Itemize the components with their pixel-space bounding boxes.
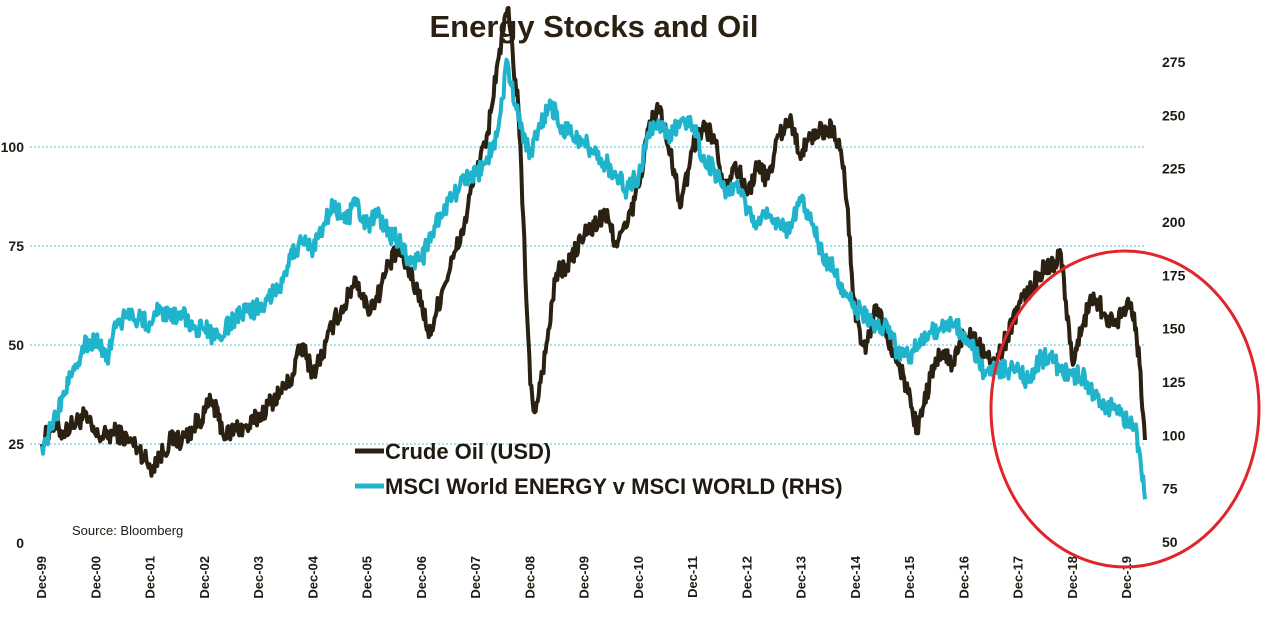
x-tick-label: Dec-13 bbox=[794, 556, 809, 599]
x-tick-label: Dec-15 bbox=[902, 556, 917, 599]
x-tick-label: Dec-99 bbox=[34, 556, 49, 599]
left-tick-label: 0 bbox=[16, 535, 24, 551]
right-tick-label: 50 bbox=[1162, 534, 1178, 550]
left-tick-label: 50 bbox=[8, 337, 24, 353]
x-tick-label: Dec-14 bbox=[848, 555, 863, 598]
right-tick-label: 225 bbox=[1162, 161, 1186, 177]
highlight-ellipse bbox=[989, 249, 1261, 569]
x-tick-label: Dec-07 bbox=[468, 556, 483, 599]
source-note: Source: Bloomberg bbox=[72, 523, 183, 538]
x-tick-label: Dec-11 bbox=[685, 556, 700, 598]
annotation-layer bbox=[989, 249, 1261, 569]
x-tick-label: Dec-19 bbox=[1119, 556, 1134, 599]
series-line-1 bbox=[40, 57, 1147, 500]
legend-label: Crude Oil (USD) bbox=[385, 439, 551, 464]
x-tick-label: Dec-17 bbox=[1011, 556, 1026, 599]
left-tick-label: 75 bbox=[8, 238, 24, 254]
x-tick-label: Dec-10 bbox=[631, 556, 646, 599]
legend: Crude Oil (USD) MSCI World ENERGY v MSCI … bbox=[355, 439, 843, 499]
x-tick-label: Dec-09 bbox=[577, 556, 592, 599]
x-tick-label: Dec-18 bbox=[1065, 556, 1080, 599]
x-tick-label: Dec-05 bbox=[360, 556, 375, 599]
right-tick-label: 275 bbox=[1162, 54, 1186, 70]
right-tick-label: 75 bbox=[1162, 481, 1178, 497]
right-tick-label: 200 bbox=[1162, 214, 1186, 230]
right-tick-label: 150 bbox=[1162, 321, 1186, 337]
legend-label: MSCI World ENERGY v MSCI WORLD (RHS) bbox=[385, 474, 843, 499]
left-tick-label: 25 bbox=[8, 436, 24, 452]
x-tick-label: Dec-04 bbox=[305, 555, 320, 598]
right-tick-label: 125 bbox=[1162, 374, 1186, 390]
right-tick-label: 175 bbox=[1162, 267, 1186, 283]
right-tick-label: 250 bbox=[1162, 107, 1186, 123]
left-tick-label: 100 bbox=[1, 139, 25, 155]
x-tick-label: Dec-01 bbox=[143, 556, 158, 599]
x-tick-label: Dec-06 bbox=[414, 556, 429, 599]
x-tick-label: Dec-16 bbox=[956, 556, 971, 599]
left-axis: 0 25 50 75 100 bbox=[1, 139, 25, 551]
x-tick-label: Dec-00 bbox=[88, 556, 103, 599]
x-tick-label: Dec-08 bbox=[522, 556, 537, 599]
right-tick-label: 100 bbox=[1162, 427, 1186, 443]
x-tick-label: Dec-03 bbox=[251, 556, 266, 599]
right-axis: 50 75 100 125 150 175 200 225 250 275 bbox=[1162, 54, 1186, 550]
x-tick-label: Dec-12 bbox=[739, 556, 754, 599]
series-line-0 bbox=[40, 6, 1147, 478]
chart-title: Energy Stocks and Oil bbox=[429, 9, 758, 44]
x-axis: Dec-99 Dec-00 Dec-01 Dec-02 Dec-03 Dec-04 Dec-… bbox=[34, 555, 1134, 598]
x-tick-label: Dec-02 bbox=[197, 556, 212, 599]
grid-layer bbox=[30, 146, 1145, 445]
series-layer bbox=[40, 6, 1147, 500]
